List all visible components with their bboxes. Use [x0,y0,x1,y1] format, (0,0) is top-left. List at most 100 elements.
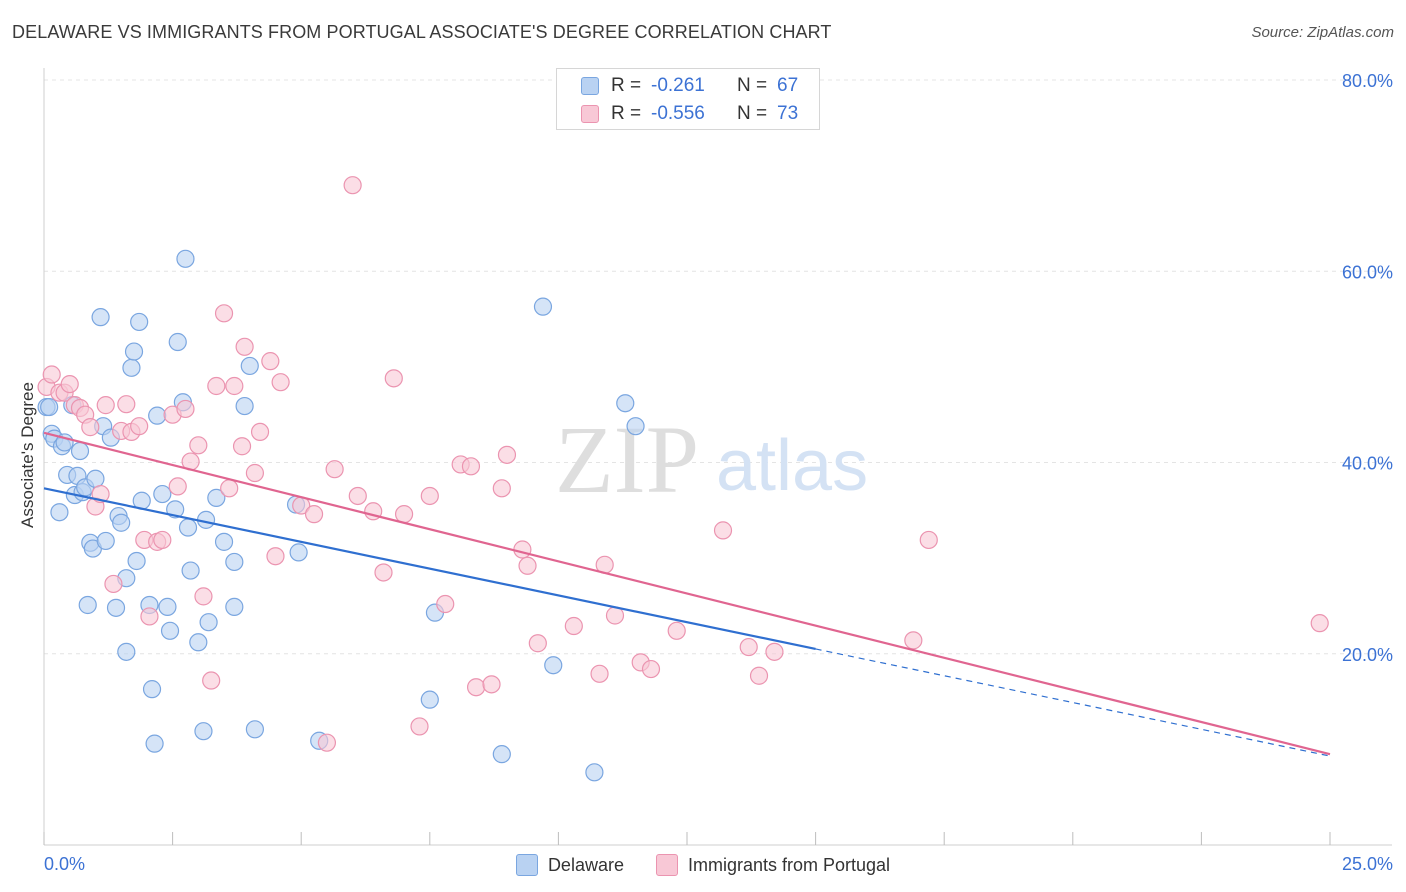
portugal-point [461,457,481,476]
stats-legend-row-delaware: R = -0.261 N = 67 [581,72,798,100]
legend-item-delaware[interactable]: Delaware [515,854,624,876]
delaware-point [225,552,244,572]
portugal-point [492,479,511,498]
axes [43,68,1392,846]
x-tick-label: 25.0% [1342,854,1393,874]
portugal-point [343,176,362,195]
watermark-zip: ZIP [555,406,699,513]
y-tick-label: 20.0% [1342,645,1393,665]
delaware-point [289,543,308,562]
chart-title: DELAWARE VS IMMIGRANTS FROM PORTUGAL ASS… [12,22,832,42]
delaware-point [124,342,144,361]
n-value: 73 [777,103,799,124]
tick-labels: 20.0% 40.0% 60.0% 80.0% 0.0% 25.0% [44,71,1393,874]
portugal-point [304,505,324,524]
stats-legend-row-portugal: R = -0.556 N = 73 [581,100,798,128]
series-delaware [37,249,645,782]
delaware-point [199,613,218,632]
n-label: N = [737,75,768,96]
delaware-point [585,763,604,782]
portugal-point [168,477,187,496]
delaware-point [616,394,635,413]
portugal-point [225,376,244,396]
delaware-point [70,441,90,461]
x-tick-label: 0.0% [44,854,85,874]
delaware-point [130,312,149,332]
delaware-point [127,551,146,571]
y-tick-label: 40.0% [1342,454,1393,474]
portugal-point [518,556,537,575]
delaware-point [492,745,511,764]
delaware-point [153,484,172,504]
portugal-point [207,376,226,396]
legend-label-delaware: Delaware [547,854,624,875]
watermark: ZIP atlas [555,406,868,513]
portugal-point [374,563,393,582]
delaware-point [178,518,198,537]
delaware-point [86,469,105,488]
delaware-point [626,417,645,436]
portugal-point [250,422,270,441]
portugal-point [176,399,195,419]
delaware-point [207,488,226,507]
delaware-trend-line [43,487,816,651]
delaware-point [96,531,115,551]
r-value: -0.261 [651,75,705,96]
portugal-point [202,671,221,690]
r-value: -0.556 [651,103,705,124]
portugal-point [749,666,769,685]
portugal-point [325,460,344,479]
portugal-point [641,659,661,679]
portugal-point [130,417,149,436]
watermark-atlas: atlas [716,426,868,506]
delaware-point [122,358,141,377]
delaware-point [112,513,131,532]
delaware-point [40,397,59,417]
portugal-point [261,352,280,371]
series-portugal [37,176,1329,752]
delaware-point [168,332,187,352]
portugal-point [420,486,439,506]
delaware-point [145,734,164,753]
portugal-point [590,664,609,683]
delaware-swatch [515,854,538,876]
delaware-point [420,690,439,709]
delaware-point [50,503,69,522]
portugal-point [42,365,61,384]
portugal-point [140,607,159,626]
delaware-point [194,722,213,741]
portugal-point [394,505,414,524]
portugal-point [117,395,136,414]
delaware-point [106,598,126,617]
delaware-point [189,633,208,652]
portugal-point [194,587,213,606]
delaware-point [78,595,97,615]
portugal-swatch [655,854,678,876]
y-tick-label: 60.0% [1342,262,1393,282]
r-label: R = [611,103,642,124]
portugal-swatch [581,105,599,123]
portugal-point [528,634,547,653]
delaware-point [544,656,563,675]
portugal-point [96,396,115,415]
grid [44,79,1392,655]
portugal-point [904,631,923,650]
portugal-point [214,304,234,323]
portugal-point [60,374,79,394]
portugal-point [667,621,686,640]
n-value: 67 [777,75,799,96]
r-label: R = [611,75,642,96]
delaware-point [158,597,177,616]
delaware-point [148,406,167,425]
data-points [37,176,1329,782]
trend-lines [43,431,1331,757]
delaware-point [240,356,259,376]
portugal-point [317,733,337,752]
portugal-point [245,463,265,483]
portugal-point [153,530,172,550]
legend-item-portugal[interactable]: Immigrants from Portugal [655,854,890,876]
source-note: Source: ZipAtlas.com [1251,24,1394,41]
portugal-trend-line [43,431,1331,756]
portugal-point [919,530,938,550]
